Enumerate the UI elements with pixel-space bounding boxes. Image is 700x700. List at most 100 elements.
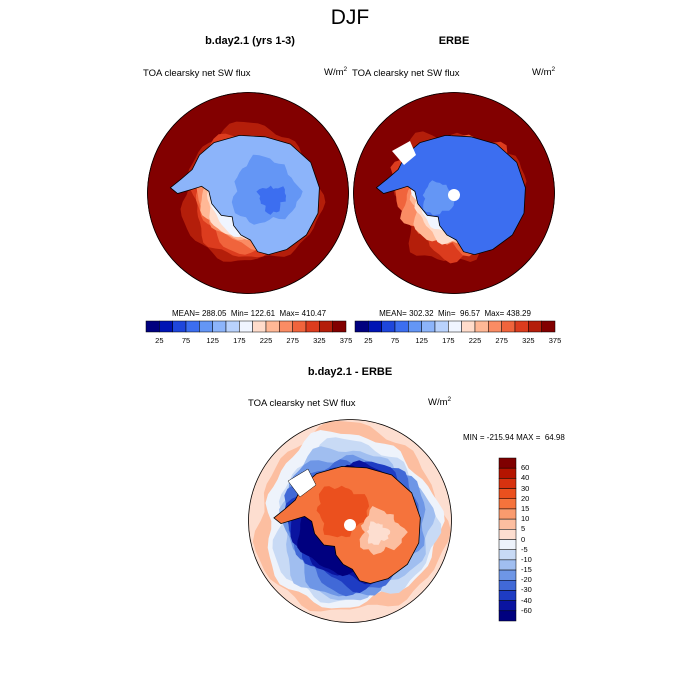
colorbar-tick-label: 75 xyxy=(390,336,400,345)
colorbar-box xyxy=(279,320,293,333)
colorbar-tick-label: -10 xyxy=(521,554,532,564)
colorbar-tick-label: 10 xyxy=(521,514,530,524)
colorbar-box xyxy=(354,320,369,333)
colorbar-tick-label: 375 xyxy=(339,336,353,345)
colorbar-tick-label: 325 xyxy=(522,336,535,345)
colorbar-box xyxy=(368,320,382,333)
panel3-polar-map xyxy=(248,419,452,623)
colorbar-tick-label: 125 xyxy=(206,336,219,345)
missing-data-patch xyxy=(392,141,416,165)
colorbar-box xyxy=(305,320,320,333)
colorbar-box xyxy=(461,320,476,333)
colorbar-tick-label: 25 xyxy=(364,336,373,345)
colorbar-box xyxy=(185,320,200,333)
colorbar-box xyxy=(498,610,517,622)
colorbar-tick-label: -40 xyxy=(521,595,532,605)
panel2-units: W/m2 xyxy=(532,66,556,79)
panel3-variable-label: TOA clearsky net SW flux xyxy=(248,398,356,409)
panel3-colorbar-ticks: 60 40 30 20 15 10 5 0 -5 -10 -15 -20 -30 -40 -60 xyxy=(521,458,551,621)
colorbar-tick-label: 40 xyxy=(521,473,530,483)
colorbar-box xyxy=(498,559,517,571)
panel2-colorbar-ticks: 25 75 125 175 225 275 325 375 xyxy=(355,336,561,348)
colorbar-tick-label: 60 xyxy=(521,463,530,473)
colorbar-box xyxy=(421,320,436,333)
colorbar-box xyxy=(498,467,517,479)
colorbar-tick-label: 0 xyxy=(521,534,526,544)
colorbar-tick-label: 275 xyxy=(495,336,508,345)
colorbar-box xyxy=(498,518,517,530)
colorbar-box xyxy=(159,320,173,333)
plateau-contour xyxy=(438,157,508,226)
colorbar-box xyxy=(498,580,517,591)
colorbar-box xyxy=(239,320,253,333)
colorbar-box xyxy=(498,498,517,510)
panel1-colorbar-ticks: 25 75 125 175 225 275 325 375 xyxy=(146,336,352,348)
colorbar-box xyxy=(498,457,517,469)
colorbar-box xyxy=(292,320,307,333)
colorbar-box xyxy=(448,320,462,333)
panel1-variable-label: TOA clearsky net SW flux xyxy=(143,68,251,79)
colorbar-box xyxy=(474,320,489,333)
contour-band xyxy=(316,485,370,538)
plateau-core xyxy=(422,180,458,216)
colorbar-tick-label: 30 xyxy=(521,483,530,493)
colorbar-box xyxy=(498,569,517,581)
figure-title: DJF xyxy=(330,6,370,29)
colorbar-box xyxy=(498,590,517,601)
colorbar-tick-label: 275 xyxy=(286,336,299,345)
colorbar-tick-label: 225 xyxy=(259,336,273,345)
colorbar-tick-label: 175 xyxy=(442,336,455,345)
colorbar-box xyxy=(498,478,517,489)
colorbar-box xyxy=(252,320,267,333)
colorbar-box xyxy=(498,508,517,520)
panel2-polar-map xyxy=(353,92,555,294)
missing-data-patch xyxy=(287,468,317,498)
colorbar-tick-label: 375 xyxy=(548,336,562,345)
panel2-title: ERBE xyxy=(438,35,470,47)
colorbar-box xyxy=(381,320,396,333)
panel3-units: W/m2 xyxy=(428,396,452,409)
colorbar-box xyxy=(498,488,517,499)
colorbar-tick-label: 15 xyxy=(521,503,530,513)
colorbar-box xyxy=(528,320,542,333)
colorbar-tick-label: -60 xyxy=(521,605,532,615)
colorbar-tick-label: -20 xyxy=(521,575,532,585)
pole-missing-data xyxy=(344,519,356,531)
panel1-title: b.day2.1 (yrs 1-3) xyxy=(205,35,295,47)
colorbar-box xyxy=(332,320,347,333)
panel2-colorbar xyxy=(354,320,556,333)
colorbar-box xyxy=(498,600,517,612)
colorbar-box xyxy=(408,320,422,333)
panel1-polar-map xyxy=(147,92,349,294)
map-border xyxy=(248,419,452,623)
panel1-units: W/m2 xyxy=(324,66,348,79)
colorbar-box xyxy=(501,320,516,333)
panel3-min-max: MIN = -215.94 MAX = 64.98 xyxy=(463,433,565,442)
colorbar-tick-label: 325 xyxy=(313,336,326,345)
colorbar-box xyxy=(514,320,529,333)
map-border xyxy=(147,92,349,294)
colorbar-box xyxy=(541,320,556,333)
colorbar-tick-label: 125 xyxy=(415,336,428,345)
colorbar-box xyxy=(225,320,240,333)
colorbar-box xyxy=(394,320,409,333)
colorbar-box xyxy=(265,320,280,333)
colorbar-tick-label: 20 xyxy=(521,493,530,503)
panel1-colorbar xyxy=(145,320,347,333)
colorbar-tick-label: -15 xyxy=(521,565,532,575)
colorbar-box xyxy=(488,320,502,333)
colorbar-tick-label: 225 xyxy=(468,336,482,345)
colorbar-tick-label: 75 xyxy=(181,336,191,345)
contour-band xyxy=(366,521,391,545)
colorbar-tick-label: -5 xyxy=(521,544,528,554)
pole-missing-data xyxy=(448,189,460,201)
panel2-variable-label: TOA clearsky net SW flux xyxy=(352,68,460,79)
plateau-core xyxy=(256,185,287,215)
colorbar-tick-label: 25 xyxy=(155,336,164,345)
colorbar-box xyxy=(319,320,333,333)
colorbar-tick-label: 5 xyxy=(521,524,526,534)
panel2-stats: MEAN= 302.32 Min= 96.57 Max= 438.29 xyxy=(379,309,531,318)
map-border xyxy=(353,92,555,294)
colorbar-box xyxy=(498,539,517,550)
panel1-stats: MEAN= 288.05 Min= 122.61 Max= 410.47 xyxy=(171,309,327,318)
